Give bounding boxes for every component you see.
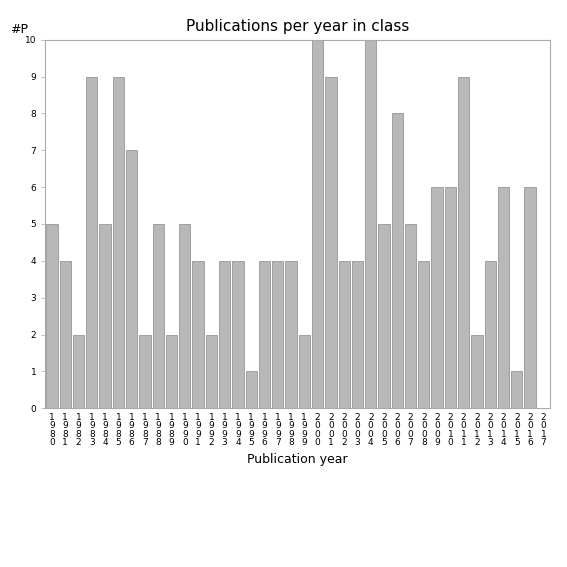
Bar (431, 187, 443, 408)
Bar (458, 77, 469, 408)
Bar (166, 335, 177, 408)
Text: #P: #P (10, 23, 28, 36)
Bar (312, 40, 323, 408)
Bar (325, 77, 337, 408)
Bar (246, 371, 257, 408)
Bar (471, 335, 483, 408)
Bar (232, 261, 244, 408)
Bar (99, 224, 111, 408)
Bar (299, 335, 310, 408)
Bar (206, 335, 217, 408)
Bar (485, 261, 496, 408)
Bar (524, 187, 536, 408)
Bar (139, 335, 151, 408)
Bar (392, 113, 403, 408)
Bar (179, 224, 191, 408)
X-axis label: Publication year: Publication year (247, 452, 348, 466)
Bar (498, 187, 509, 408)
Bar (445, 187, 456, 408)
Bar (192, 261, 204, 408)
Bar (60, 261, 71, 408)
Title: Publications per year in class: Publications per year in class (186, 19, 409, 35)
Bar (338, 261, 350, 408)
Bar (153, 224, 164, 408)
Bar (73, 335, 84, 408)
Bar (259, 261, 270, 408)
Bar (378, 224, 390, 408)
Bar (219, 261, 230, 408)
Bar (272, 261, 284, 408)
Bar (285, 261, 297, 408)
Bar (418, 261, 429, 408)
Bar (352, 261, 363, 408)
Bar (511, 371, 522, 408)
Bar (113, 77, 124, 408)
Bar (126, 150, 137, 408)
Bar (86, 77, 98, 408)
Bar (46, 224, 58, 408)
Bar (365, 40, 376, 408)
Bar (405, 224, 416, 408)
